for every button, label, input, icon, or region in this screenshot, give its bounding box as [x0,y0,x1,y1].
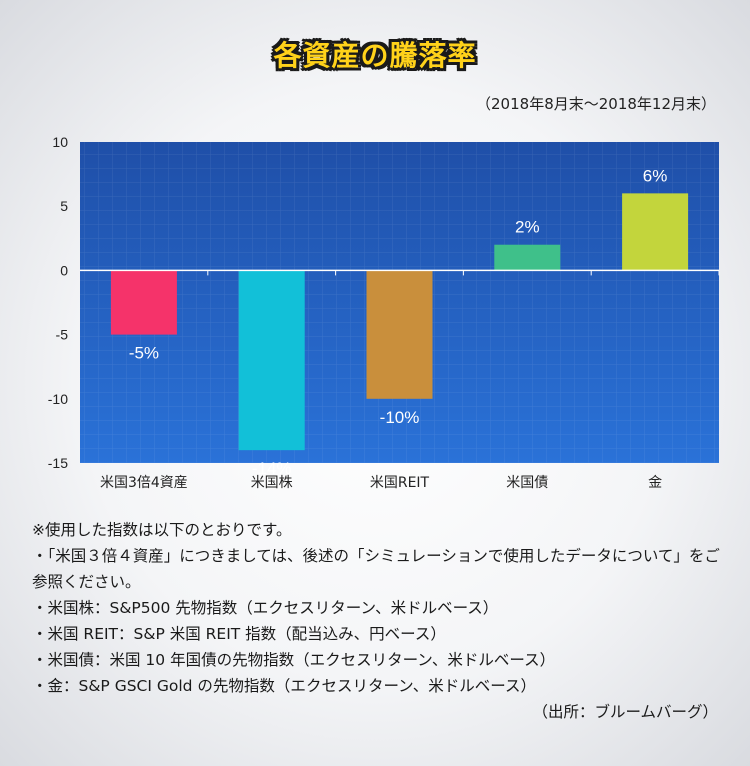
x-tick-label: 米国3倍4資産 [100,475,188,491]
y-tick-label: -15 [48,455,68,471]
data-label: -14% [252,459,292,478]
data-label: -5% [129,344,159,363]
x-tick-label: 米国株 [251,475,293,491]
bar [494,244,561,271]
y-tick-label: -5 [56,327,69,343]
bar-chart: 10 5 0 -5 -10 -15 -5% -14% -10% 2% 6% 米国3倍4資産 米国株 米… [48,134,720,491]
source-note: （出所：ブルームバーグ） [532,703,718,721]
note-line: ・米国株：S&P500 先物指数（エクセスリターン、米ドルベース） [32,599,499,617]
chart-subtitle: （2018年8月末～2018年12月末） [476,95,716,113]
bar [238,270,305,451]
bar [622,193,689,271]
y-tick-label: 5 [60,198,68,214]
bar [366,270,433,399]
y-tick-label: -10 [48,391,68,407]
bar [110,270,177,335]
note-line: ・米国債：米国 10 年国債の先物指数（エクセスリターン、米ドルベース） [32,651,556,669]
note-line: ・金：S&P GSCI Gold の先物指数（エクセスリターン、米ドルベース） [32,677,536,695]
y-tick-label: 0 [60,262,68,278]
notes: ※使用した指数は以下のとおりです。 ・「米国３倍４資産」につきましては、後述の「… [32,517,722,725]
data-label: -10% [380,408,420,427]
y-tick-label: 10 [52,134,68,150]
x-tick-label: 米国債 [506,475,548,491]
note-line: ・「米国３倍４資産」につきましては、後述の「シミュレーションで使用したデータにつ… [32,547,720,591]
data-label: 6% [643,166,668,185]
data-label: 2% [515,218,540,237]
chart-title: 各資産の騰落率 [273,39,477,72]
x-tick-label: 金 [648,475,662,491]
note-line: ※使用した指数は以下のとおりです。 [32,521,292,539]
note-line: ・米国 REIT：S&P 米国 REIT 指数（配当込み、円ベース） [32,625,446,643]
x-tick-label: 米国REIT [370,475,430,491]
